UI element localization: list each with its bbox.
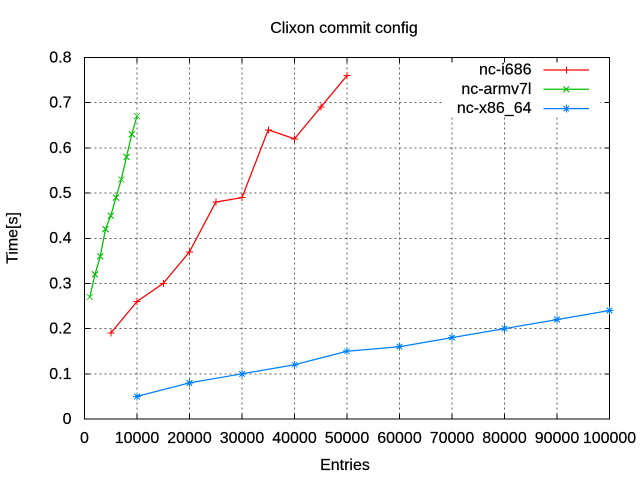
svg-text:0: 0 [63,411,72,428]
svg-text:0.8: 0.8 [49,49,71,66]
svg-text:50000: 50000 [325,430,370,447]
svg-text:0.6: 0.6 [49,140,71,157]
svg-text:80000: 80000 [482,430,527,447]
svg-text:100000: 100000 [583,430,636,447]
svg-text:Clixon commit config: Clixon commit config [270,20,417,37]
svg-text:0.2: 0.2 [49,321,71,338]
svg-text:0.4: 0.4 [49,230,71,247]
svg-text:40000: 40000 [272,430,317,447]
svg-text:0.5: 0.5 [49,185,71,202]
svg-text:Time[s]: Time[s] [4,212,21,264]
svg-text:0: 0 [80,430,89,447]
svg-text:nc-x86_64: nc-x86_64 [457,100,532,117]
svg-text:0.3: 0.3 [49,275,71,292]
svg-text:60000: 60000 [377,430,422,447]
svg-text:0.1: 0.1 [49,366,71,383]
svg-text:30000: 30000 [220,430,265,447]
svg-text:Entries: Entries [320,457,370,474]
svg-text:70000: 70000 [430,430,475,447]
svg-text:0.7: 0.7 [49,95,71,112]
svg-text:10000: 10000 [115,430,160,447]
svg-text:nc-i686: nc-i686 [479,61,532,78]
svg-text:90000: 90000 [535,430,580,447]
svg-text:nc-armv7l: nc-armv7l [461,81,531,98]
svg-text:20000: 20000 [167,430,212,447]
